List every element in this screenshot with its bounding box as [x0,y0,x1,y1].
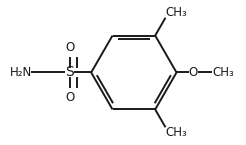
Text: H₂N: H₂N [10,66,32,79]
Text: S: S [65,66,74,79]
Text: CH₃: CH₃ [165,126,187,139]
Text: O: O [189,66,198,79]
Text: CH₃: CH₃ [213,66,235,79]
Text: O: O [65,91,74,104]
Text: CH₃: CH₃ [165,6,187,19]
Text: O: O [65,41,74,54]
